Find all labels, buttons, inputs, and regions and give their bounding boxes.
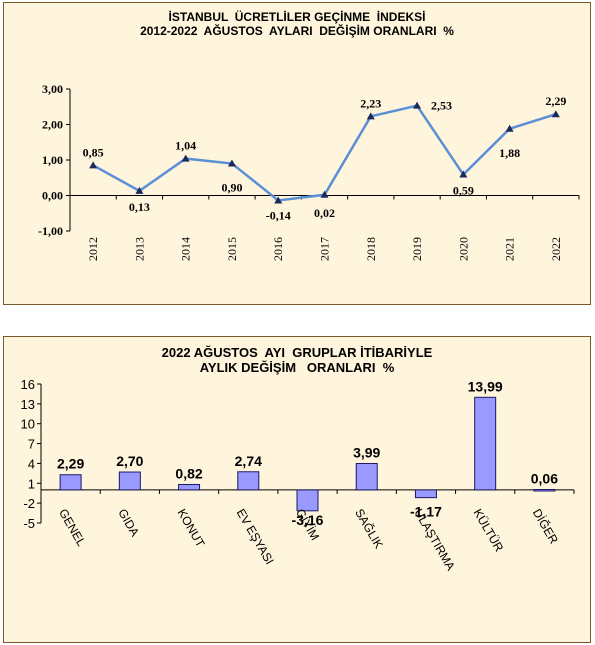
data-point-marker <box>274 196 283 204</box>
x-tick-label: 2022 <box>549 237 563 261</box>
y-tick-label: -5 <box>23 516 35 531</box>
bar <box>474 396 497 491</box>
x-tick-label: GIDA <box>115 506 142 538</box>
data-label: -3,16 <box>292 512 324 528</box>
data-label: 2,29 <box>545 94 566 108</box>
y-tick-label: -2 <box>23 496 35 511</box>
data-label: 2,70 <box>116 453 143 469</box>
y-tick-label: 2,00 <box>42 118 63 132</box>
line-chart: 3,00 2,00 1,00 0,00 -1,00 2012 2013 2014 2015 201… <box>38 82 580 261</box>
data-label: 0,85 <box>83 145 104 159</box>
data-label: 0,82 <box>175 465 202 481</box>
data-point-marker <box>181 154 190 162</box>
y-tick-label: 4 <box>28 456 35 471</box>
x-tick-label: 2018 <box>364 237 378 261</box>
x-tick-label: 2012 <box>86 237 100 261</box>
line-chart-title-line-2: 2012-2022 AĞUSTOS AYLARI DEĞİŞİM ORANLAR… <box>140 24 454 38</box>
data-label: -1,17 <box>410 504 442 520</box>
data-label: -0,14 <box>266 208 291 222</box>
bar <box>355 462 378 491</box>
x-tick-label: 2021 <box>503 237 517 261</box>
data-label: 2,23 <box>360 96 381 110</box>
y-tick-label: 7 <box>28 437 35 452</box>
x-tick-label: KÜLTÜR <box>471 506 507 554</box>
bar <box>118 471 141 491</box>
data-point-marker <box>413 101 422 109</box>
bar <box>178 483 201 491</box>
x-tick-label: 2020 <box>456 237 470 261</box>
y-tick-label: 13 <box>21 397 35 412</box>
line-chart-title-line-1: İSTANBUL ÜCRETLİLER GEÇİNME İNDEKSİ <box>168 10 426 24</box>
data-point-marker <box>135 186 144 194</box>
bar-chart-title-line-2: AYLIK DEĞİŞİM ORANLARI % <box>199 360 395 375</box>
x-tick-label: 2016 <box>271 237 285 261</box>
data-label: 2,74 <box>235 453 262 469</box>
data-point-marker <box>459 170 468 178</box>
x-tick-label: KONUT <box>174 506 207 550</box>
data-label: 13,99 <box>468 378 503 394</box>
y-tick-label: -1,00 <box>38 224 63 238</box>
data-label: 0,02 <box>314 206 335 220</box>
bar <box>296 489 319 512</box>
data-point-marker <box>89 161 98 169</box>
data-point-marker <box>227 159 236 167</box>
data-label: 0,13 <box>129 200 150 214</box>
y-tick-label: 1 <box>28 476 35 491</box>
data-label: 1,04 <box>175 139 196 153</box>
x-tick-label: SAĞLIK <box>352 506 387 551</box>
bar <box>237 471 260 491</box>
x-tick-label: 2014 <box>179 237 193 261</box>
data-label: 3,99 <box>353 444 380 460</box>
y-tick-label: 3,00 <box>42 82 63 96</box>
data-point-marker <box>320 190 329 198</box>
y-tick-label: 0,00 <box>42 189 63 203</box>
data-point-marker <box>366 112 375 120</box>
y-tick-label: 10 <box>21 417 35 432</box>
data-point-marker <box>505 124 514 132</box>
data-label: 2,29 <box>57 456 84 472</box>
data-point-marker <box>551 110 560 118</box>
x-tick-label: EV EŞYASI <box>234 506 277 567</box>
bar-chart-title-line-1: 2022 AĞUSTOS AYI GRUPLAR İTİBARİYLE <box>161 345 433 360</box>
x-tick-label: GENEL <box>56 506 89 549</box>
bar-chart-panel: 2022 AĞUSTOS AYI GRUPLAR İTİBARİYLE AYLI… <box>3 336 591 643</box>
x-tick-label: 2017 <box>318 237 332 261</box>
bar <box>533 489 556 492</box>
x-tick-label: 2013 <box>132 237 146 261</box>
x-tick-label: DİĞER <box>530 506 562 547</box>
bar <box>59 474 82 491</box>
x-tick-label: 2019 <box>410 237 424 261</box>
data-label: 0,90 <box>221 181 242 195</box>
line-chart-panel: İSTANBUL ÜCRETLİLER GEÇİNME İNDEKSİ 2012… <box>3 2 591 305</box>
data-label: 2,53 <box>431 99 452 113</box>
x-tick-label: 2015 <box>225 237 239 261</box>
data-label: 1,88 <box>499 146 520 160</box>
series-line <box>92 104 557 202</box>
bar-chart: 16 13 10 7 4 1 -2 -5 2,29 2,70 0,82 2,74 -3,16 3,99 -1… <box>21 377 575 573</box>
data-label: 0,06 <box>531 471 558 487</box>
data-label: 0,59 <box>453 184 474 198</box>
bar <box>414 489 437 499</box>
y-tick-label: 16 <box>21 377 35 392</box>
y-tick-label: 1,00 <box>42 153 63 167</box>
